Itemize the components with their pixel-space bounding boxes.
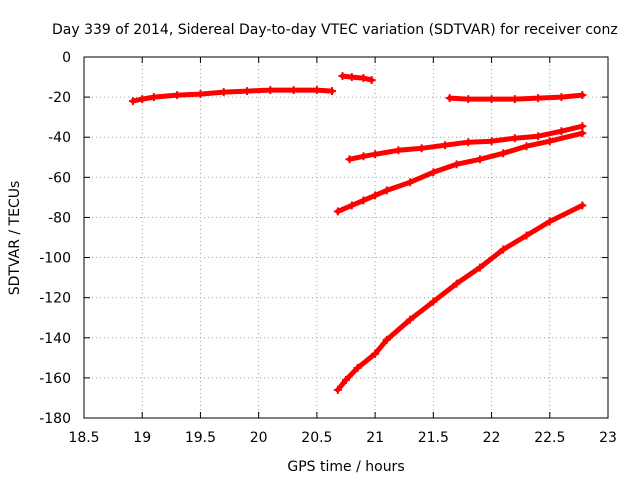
data-point [557,127,566,136]
data-point [338,72,347,81]
y-tick-label: -180 [39,411,71,427]
data-point [243,87,252,96]
plot-frame [83,56,609,419]
data-point [359,74,368,83]
data-point [445,94,454,103]
data-point [429,297,438,306]
y-tick-label: 0 [62,50,71,66]
y-tick-label: -20 [48,90,71,106]
data-point [359,196,368,205]
y-axis-label: SDTVAR / TECUs [7,181,23,296]
x-tick-label: 22.5 [534,430,565,446]
x-tick-label: 23 [599,430,617,446]
series-line-trace-2 [340,73,375,83]
y-tick-label: -160 [39,371,71,387]
chart-title: Day 339 of 2014, Sidereal Day-to-day VTE… [52,22,618,38]
data-point [328,87,337,96]
data-point [347,73,356,82]
x-axis-label: GPS time / hours [287,459,404,475]
data-point [359,152,368,161]
data-point [367,76,376,85]
data-point [371,191,380,200]
data-point [196,90,205,99]
x-tick-label: 20.5 [301,430,332,446]
y-tick-label: -120 [39,291,71,307]
y-tick-label: -40 [48,130,71,146]
data-point [510,95,519,104]
data-point [487,137,496,146]
data-point [522,231,531,240]
data-point [406,315,415,324]
data-point [312,86,321,95]
x-tick-label: 21.5 [418,430,449,446]
data-point [371,349,380,358]
data-point [440,141,449,150]
data-point [353,363,362,372]
data-point [371,150,380,159]
data-point [499,245,508,254]
data-point [394,146,403,155]
data-point [128,97,137,106]
data-point [475,263,484,272]
data-point [557,93,566,102]
data-point [487,95,496,104]
x-tick-label: 19 [133,430,151,446]
data-point [464,95,473,104]
data-point [333,207,342,216]
data-point [452,160,461,169]
data-point [417,144,426,153]
data-point [149,93,158,102]
tick-layer [83,56,609,419]
data-point [534,94,543,103]
data-point [333,385,342,394]
data-point [578,129,587,138]
x-tick-label: 22 [483,430,501,446]
data-point [138,95,147,104]
data-point [219,88,228,97]
data-point [510,134,519,143]
data-point [578,91,587,100]
data-point [342,375,350,384]
data-point [452,279,461,288]
data-point [345,155,354,164]
data-point [545,137,554,146]
data-point [475,155,484,164]
data-point [266,86,275,95]
data-point [534,132,543,141]
data-point [545,217,554,226]
data-point [382,335,391,344]
data-point [522,142,531,151]
data-point [429,168,438,177]
y-tick-label: -60 [48,170,71,186]
series-layer [128,72,587,394]
data-point [406,178,415,187]
data-point [464,138,473,147]
y-tick-label: -100 [39,251,71,267]
x-tick-label: 18.5 [68,430,99,446]
data-point [382,186,391,195]
label-layer: 18.5 19 19.5 20 20.5 21 21.5 22 22.5 23 0 -20 -40 -60… [39,50,617,446]
data-point [578,122,587,131]
data-point [347,201,356,210]
data-point [578,201,587,210]
y-tick-label: -140 [39,331,71,347]
y-tick-label: -80 [48,210,71,226]
data-point [289,86,298,95]
data-point [173,91,182,100]
data-point [499,149,508,158]
x-tick-label: 20 [250,430,268,446]
x-tick-label: 19.5 [185,430,216,446]
x-tick-label: 21 [366,430,384,446]
